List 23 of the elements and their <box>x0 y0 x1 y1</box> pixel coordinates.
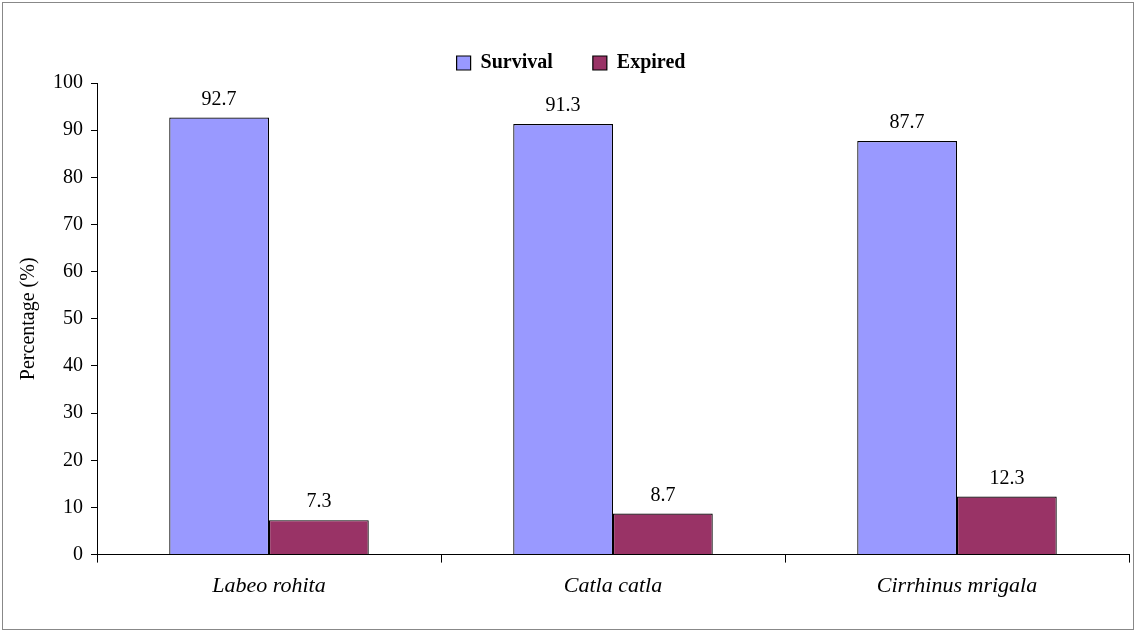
legend-label: Survival <box>480 50 554 73</box>
y-tick-label: 30 <box>63 400 83 423</box>
y-tick-label: 10 <box>63 494 83 517</box>
y-tick-label: 0 <box>73 541 83 564</box>
x-tick-label: Catla catla <box>563 571 663 597</box>
legend-label: Expired <box>616 50 686 74</box>
y-axis-title: Percentage (%) <box>16 257 40 381</box>
y-tick-label: 20 <box>63 447 83 470</box>
x-tick-label: Cirrhinus mrigala <box>876 571 1038 597</box>
y-tick-label: 80 <box>63 164 83 187</box>
data-label: 91.3 <box>545 93 581 116</box>
data-label: 12.3 <box>989 465 1025 488</box>
y-tick-label: 70 <box>63 211 83 234</box>
data-label: 92.7 <box>201 86 237 109</box>
data-label: 87.7 <box>889 110 925 133</box>
data-label: 7.3 <box>306 489 332 512</box>
x-tick-label: Labeo rohita <box>211 571 326 597</box>
y-tick-label: 60 <box>63 258 83 281</box>
y-tick-label: 50 <box>63 306 83 329</box>
y-tick-label: 90 <box>63 117 83 140</box>
y-tick-label: 100 <box>53 70 83 93</box>
data-label: 8.7 <box>650 482 676 505</box>
y-tick-label: 40 <box>63 353 83 376</box>
